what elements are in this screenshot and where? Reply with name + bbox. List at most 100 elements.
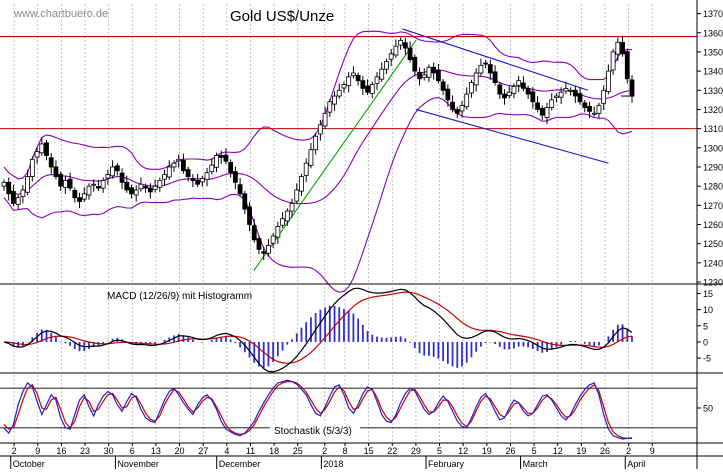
candle-body [105,174,111,179]
candle-body [563,87,569,92]
candle-body [247,206,252,225]
candle-body [289,202,295,212]
candle-body [119,172,125,183]
candle-body [341,84,347,89]
candle-body [256,238,262,250]
candle-body [454,109,460,114]
candle-body [25,176,31,193]
macd-panel [3,287,633,373]
candle-body [228,161,234,174]
candle-body [237,184,243,195]
candle-body [587,105,592,112]
candle-body [558,91,564,98]
price-tick-label: 1330 [703,86,723,96]
candle-body [459,105,465,112]
candle-body [431,66,437,74]
candle-body [294,189,300,202]
date-tick-label: 19 [482,446,492,456]
candle-body [473,72,479,86]
candle-body [351,72,356,77]
date-tick-label: 15 [364,446,374,456]
price-tick-label: 1280 [703,182,723,192]
candle-body [520,82,526,89]
candle-body [398,40,404,46]
date-tick-label: 6 [130,446,135,456]
date-tick-label: 4 [224,446,229,456]
candle-body [284,210,290,222]
candle-body [336,89,342,97]
date-tick-label: 9 [35,446,40,456]
date-tick-label: 16 [56,446,66,456]
price-tick-label: 1320 [703,105,723,115]
candle-body [1,181,7,187]
stochastic-k-line [3,379,633,440]
candle-body [346,76,352,87]
price-tick-label: 1240 [703,258,723,268]
candle-body [369,84,375,94]
candle-body [199,178,205,183]
candle-body [421,74,427,79]
date-tick-label: 18 [269,446,279,456]
candle-body [214,155,219,168]
price-tick-label: 1340 [703,67,723,77]
bollinger-lower [3,97,633,293]
date-tick-label: 12 [458,446,468,456]
candle-body [591,112,597,115]
candle-body [270,235,276,244]
price-tick-label: 1230 [703,278,723,288]
candle-body [303,162,309,176]
date-tick-label: 2 [12,446,17,456]
candle-body [483,62,489,65]
date-tick-label: 30 [104,446,114,456]
candle-body [29,158,35,177]
candle-body [223,154,229,162]
candle-body [67,178,73,189]
candle-body [195,179,200,185]
month-label: December [219,459,261,469]
price-tick-label: 1360 [703,28,723,38]
candle-body [157,179,163,188]
stochastic-label-bg [270,424,360,437]
vertical-gridlines [13,4,653,441]
trend-channels [253,28,609,271]
candle-body [554,95,559,98]
candle-body [143,186,149,189]
candle-body [327,101,333,113]
candle-body [20,189,26,197]
candle-body [516,80,522,86]
candle-body [232,171,238,183]
date-tick-label: 27 [198,446,208,456]
candle-body [492,71,498,84]
candle-body [6,181,12,195]
stochastic-label: Stochastik (5/3/3) [274,426,352,437]
candle-body [53,166,59,177]
date-tick-label: 26 [505,446,515,456]
candle-body [242,193,248,210]
price-tick-label: 1310 [703,124,723,134]
candle-body [412,56,418,72]
candle-body [138,183,144,190]
candle-body [313,135,319,151]
stochastic-d-line [3,381,632,439]
candle-body [15,197,21,205]
date-tick-label: 8 [343,446,348,456]
candle-body [402,42,408,49]
candle-body [58,173,64,187]
candle-body [525,87,531,95]
month-label: March [523,459,548,469]
candle-body [379,68,385,80]
trend-line-uptrend [253,40,417,271]
candle-body [147,187,153,193]
price-tick-label: 1300 [703,143,723,153]
macd-tick-label: 0 [703,337,708,347]
date-tick-label: 2 [322,446,327,456]
macd-label: MACD (12/26/9) mit Histogramm [107,291,252,302]
date-tick-label: 13 [151,446,161,456]
candle-body [384,61,389,70]
date-tick-label: 5 [532,446,537,456]
candle-body [280,218,285,226]
candle-body [549,99,555,108]
candle-body [209,164,215,172]
